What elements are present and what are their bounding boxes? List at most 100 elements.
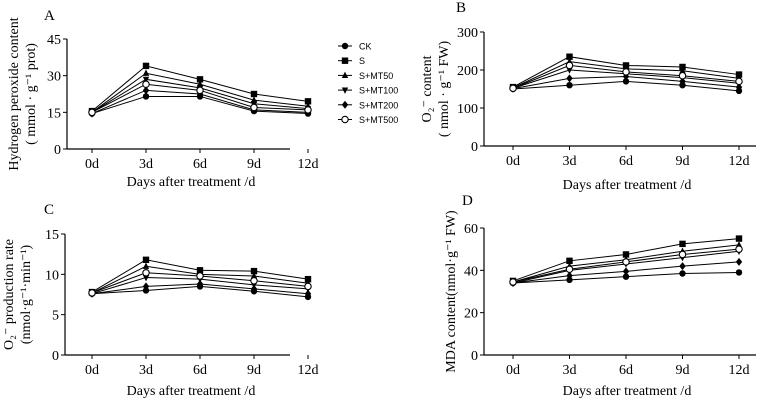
y-tick-label: 5 [52, 309, 59, 324]
x-tick-label: 3d [139, 157, 153, 172]
legend-entry-s-mt100: S+MT100 [338, 86, 398, 96]
legend-entry-s: S [338, 56, 365, 66]
data-point [679, 66, 686, 74]
data-point [735, 235, 743, 242]
data-point [250, 267, 258, 275]
data-point [566, 82, 573, 89]
data-point [679, 77, 686, 86]
data-point [142, 282, 150, 291]
x-tick-label: 6d [193, 157, 207, 172]
data-point [250, 277, 258, 285]
data-point [622, 78, 630, 85]
data-point [142, 256, 150, 264]
data-point [679, 270, 686, 277]
y-axis-title-line: ( nmol · g⁻¹ FW) [437, 40, 452, 137]
data-point [735, 83, 743, 92]
x-tick-label: 3d [139, 363, 153, 378]
y-axis-title-line: O₂⁻ content [420, 55, 435, 122]
panel-A: A 0 15 30 45 0d 3d 6d 9d 12d Days after treatment … [7, 8, 319, 190]
data-point [566, 53, 573, 60]
y-tick-label: 15 [47, 106, 61, 121]
y-axis-title-line: O₂⁻ production rate [2, 239, 17, 350]
data-point [566, 271, 573, 280]
series-s-mt500 [509, 245, 743, 286]
y-tick-label: 30 [47, 70, 61, 85]
y-axis-title-line: Hydrogen peroxide content [7, 17, 22, 170]
legend: CK S S+MT50 S+MT100 S+MT200 S+MT500 [338, 42, 398, 125]
x-tick-label: 3d [563, 154, 577, 169]
legend-label: S+MT200 [359, 100, 398, 110]
data-point [679, 240, 686, 248]
data-point [622, 267, 630, 276]
y-axis-title: MDA content(nmol·g⁻¹ FW) [444, 210, 459, 373]
y-tick-label: 0 [52, 349, 59, 364]
y-axis-title-line: ( mmol · g⁻¹ prot) [24, 43, 39, 145]
y-tick-label: 0 [471, 140, 478, 155]
legend-marker [341, 57, 349, 64]
x-tick-label: 0d [85, 363, 99, 378]
legend-label: S [359, 56, 365, 66]
series-s-mt500 [88, 80, 312, 117]
data-point [622, 68, 630, 76]
x-tick-label: 9d [676, 154, 690, 169]
panel-label: A [44, 8, 55, 24]
data-point [622, 258, 630, 266]
panel-B: B 0 100 200 300 0d 3d 6d 9d 12d Days after treatme… [420, 0, 756, 193]
x-tick-label: 6d [619, 363, 633, 378]
x-tick-label: 12d [298, 363, 319, 378]
x-tick-label: 12d [298, 157, 319, 172]
y-axis-title-line: (nmol·g⁻¹·min⁻¹) [19, 244, 34, 344]
y-axis-title: Hydrogen peroxide content( mmol · g⁻¹ pr… [7, 17, 39, 170]
legend-marker [341, 87, 349, 94]
panel-label: C [44, 202, 54, 218]
panel-D: D 0 20 40 60 0d 3d 6d 9d 12d Days after treatment … [444, 193, 756, 399]
y-axis-title: O₂⁻ production rate (nmol·g⁻¹·min⁻¹) [2, 239, 34, 350]
data-point [250, 272, 258, 279]
y-tick-label: 0 [471, 349, 478, 364]
x-tick-label: 12d [729, 154, 750, 169]
data-point [622, 273, 630, 280]
data-point [678, 71, 687, 80]
x-axis-title: Days after treatment /d [563, 178, 692, 193]
data-point [304, 289, 312, 298]
data-point [142, 62, 150, 70]
legend-label: S+MT500 [359, 115, 398, 125]
x-tick-label: 9d [247, 363, 261, 378]
data-point [678, 250, 687, 259]
panel-label: D [462, 193, 473, 209]
x-tick-label: 12d [729, 363, 750, 378]
data-point [250, 103, 258, 112]
x-tick-label: 6d [619, 154, 633, 169]
panel-label: B [456, 0, 466, 16]
data-point [142, 76, 150, 84]
data-point [196, 76, 204, 83]
y-tick-label: 45 [47, 33, 61, 48]
y-tick-label: 20 [464, 307, 478, 322]
legend-entry-s-mt50: S+MT50 [338, 71, 393, 81]
data-point [735, 245, 743, 253]
data-point [566, 74, 573, 83]
legend-entry-ck: CK [338, 42, 372, 52]
data-point [142, 274, 150, 282]
data-point [304, 106, 312, 114]
y-tick-label: 60 [464, 222, 478, 237]
data-point [250, 90, 258, 98]
data-point [565, 265, 574, 274]
y-tick-label: 100 [457, 102, 478, 117]
legend-entry-s-mt500: S+MT500 [338, 115, 398, 125]
data-point [142, 93, 150, 100]
data-point [622, 251, 630, 258]
data-point [250, 284, 258, 293]
legend-entry-s-mt200: S+MT200 [338, 100, 398, 110]
panel-C: C 0 5 10 15 0d 3d 6d 9d 12d Days after treatment /… [2, 202, 319, 399]
x-axis-title: Days after treatment /d [127, 384, 256, 399]
y-tick-label: 10 [45, 268, 59, 283]
series-s-mt500 [88, 268, 312, 297]
data-point [88, 108, 96, 117]
data-point [304, 98, 312, 105]
data-point [304, 282, 312, 291]
data-point [566, 67, 573, 74]
data-point [735, 269, 743, 276]
data-point [735, 257, 743, 266]
